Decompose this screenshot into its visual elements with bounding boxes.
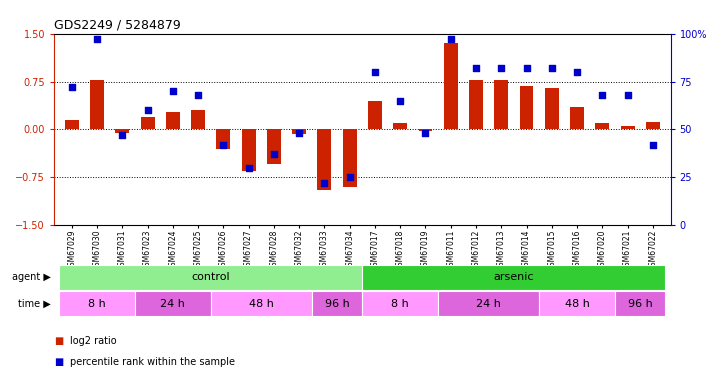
Point bbox=[142, 107, 154, 113]
Bar bbox=[469, 80, 483, 129]
Point bbox=[243, 165, 255, 171]
Point bbox=[117, 132, 128, 138]
Text: 48 h: 48 h bbox=[565, 299, 590, 309]
Text: 8 h: 8 h bbox=[392, 299, 409, 309]
Bar bbox=[65, 120, 79, 129]
Bar bbox=[646, 122, 660, 129]
Point bbox=[167, 88, 179, 94]
Bar bbox=[242, 129, 255, 171]
Point bbox=[66, 84, 78, 90]
Point bbox=[193, 92, 204, 98]
Bar bbox=[141, 117, 154, 129]
Point bbox=[546, 65, 557, 71]
Text: control: control bbox=[191, 273, 230, 282]
Bar bbox=[267, 129, 280, 165]
Point bbox=[369, 69, 381, 75]
Bar bbox=[211, 291, 311, 316]
Point bbox=[394, 98, 406, 104]
Bar bbox=[418, 129, 433, 131]
Text: time ▶: time ▶ bbox=[18, 299, 50, 309]
Text: arsenic: arsenic bbox=[494, 273, 534, 282]
Bar bbox=[596, 123, 609, 129]
Bar bbox=[393, 123, 407, 129]
Bar bbox=[495, 80, 508, 129]
Point bbox=[344, 174, 355, 180]
Bar bbox=[368, 101, 382, 129]
Point bbox=[647, 142, 658, 148]
Point bbox=[319, 180, 330, 186]
Text: 96 h: 96 h bbox=[628, 299, 653, 309]
Bar bbox=[570, 107, 584, 129]
Bar bbox=[311, 291, 363, 316]
Bar bbox=[191, 110, 205, 129]
Text: ■: ■ bbox=[54, 336, 63, 346]
Point bbox=[571, 69, 583, 75]
Point bbox=[470, 65, 482, 71]
Bar bbox=[90, 80, 104, 129]
Bar bbox=[115, 129, 129, 133]
Bar bbox=[621, 126, 634, 129]
Bar bbox=[216, 129, 230, 149]
Bar bbox=[59, 291, 135, 316]
Bar bbox=[363, 291, 438, 316]
Text: 24 h: 24 h bbox=[476, 299, 501, 309]
Bar bbox=[363, 265, 665, 290]
Bar bbox=[444, 44, 458, 129]
Text: GDS2249 / 5284879: GDS2249 / 5284879 bbox=[54, 18, 181, 31]
Text: agent ▶: agent ▶ bbox=[12, 273, 50, 282]
Point bbox=[521, 65, 532, 71]
Bar bbox=[59, 265, 363, 290]
Bar bbox=[539, 291, 615, 316]
Point bbox=[596, 92, 608, 98]
Bar bbox=[438, 291, 539, 316]
Bar bbox=[520, 86, 534, 129]
Bar bbox=[135, 291, 211, 316]
Text: ■: ■ bbox=[54, 357, 63, 367]
Text: 24 h: 24 h bbox=[160, 299, 185, 309]
Bar bbox=[166, 112, 180, 129]
Text: 8 h: 8 h bbox=[88, 299, 106, 309]
Point bbox=[495, 65, 507, 71]
Point bbox=[92, 36, 103, 42]
Point bbox=[293, 130, 305, 136]
Point bbox=[218, 142, 229, 148]
Text: log2 ratio: log2 ratio bbox=[70, 336, 117, 346]
Bar bbox=[615, 291, 665, 316]
Text: 48 h: 48 h bbox=[249, 299, 274, 309]
Text: percentile rank within the sample: percentile rank within the sample bbox=[70, 357, 235, 367]
Point bbox=[445, 36, 456, 42]
Bar bbox=[317, 129, 332, 190]
Bar bbox=[545, 88, 559, 129]
Text: 96 h: 96 h bbox=[324, 299, 350, 309]
Point bbox=[420, 130, 431, 136]
Point bbox=[622, 92, 633, 98]
Point bbox=[268, 151, 280, 157]
Bar bbox=[342, 129, 357, 187]
Bar bbox=[292, 129, 306, 135]
